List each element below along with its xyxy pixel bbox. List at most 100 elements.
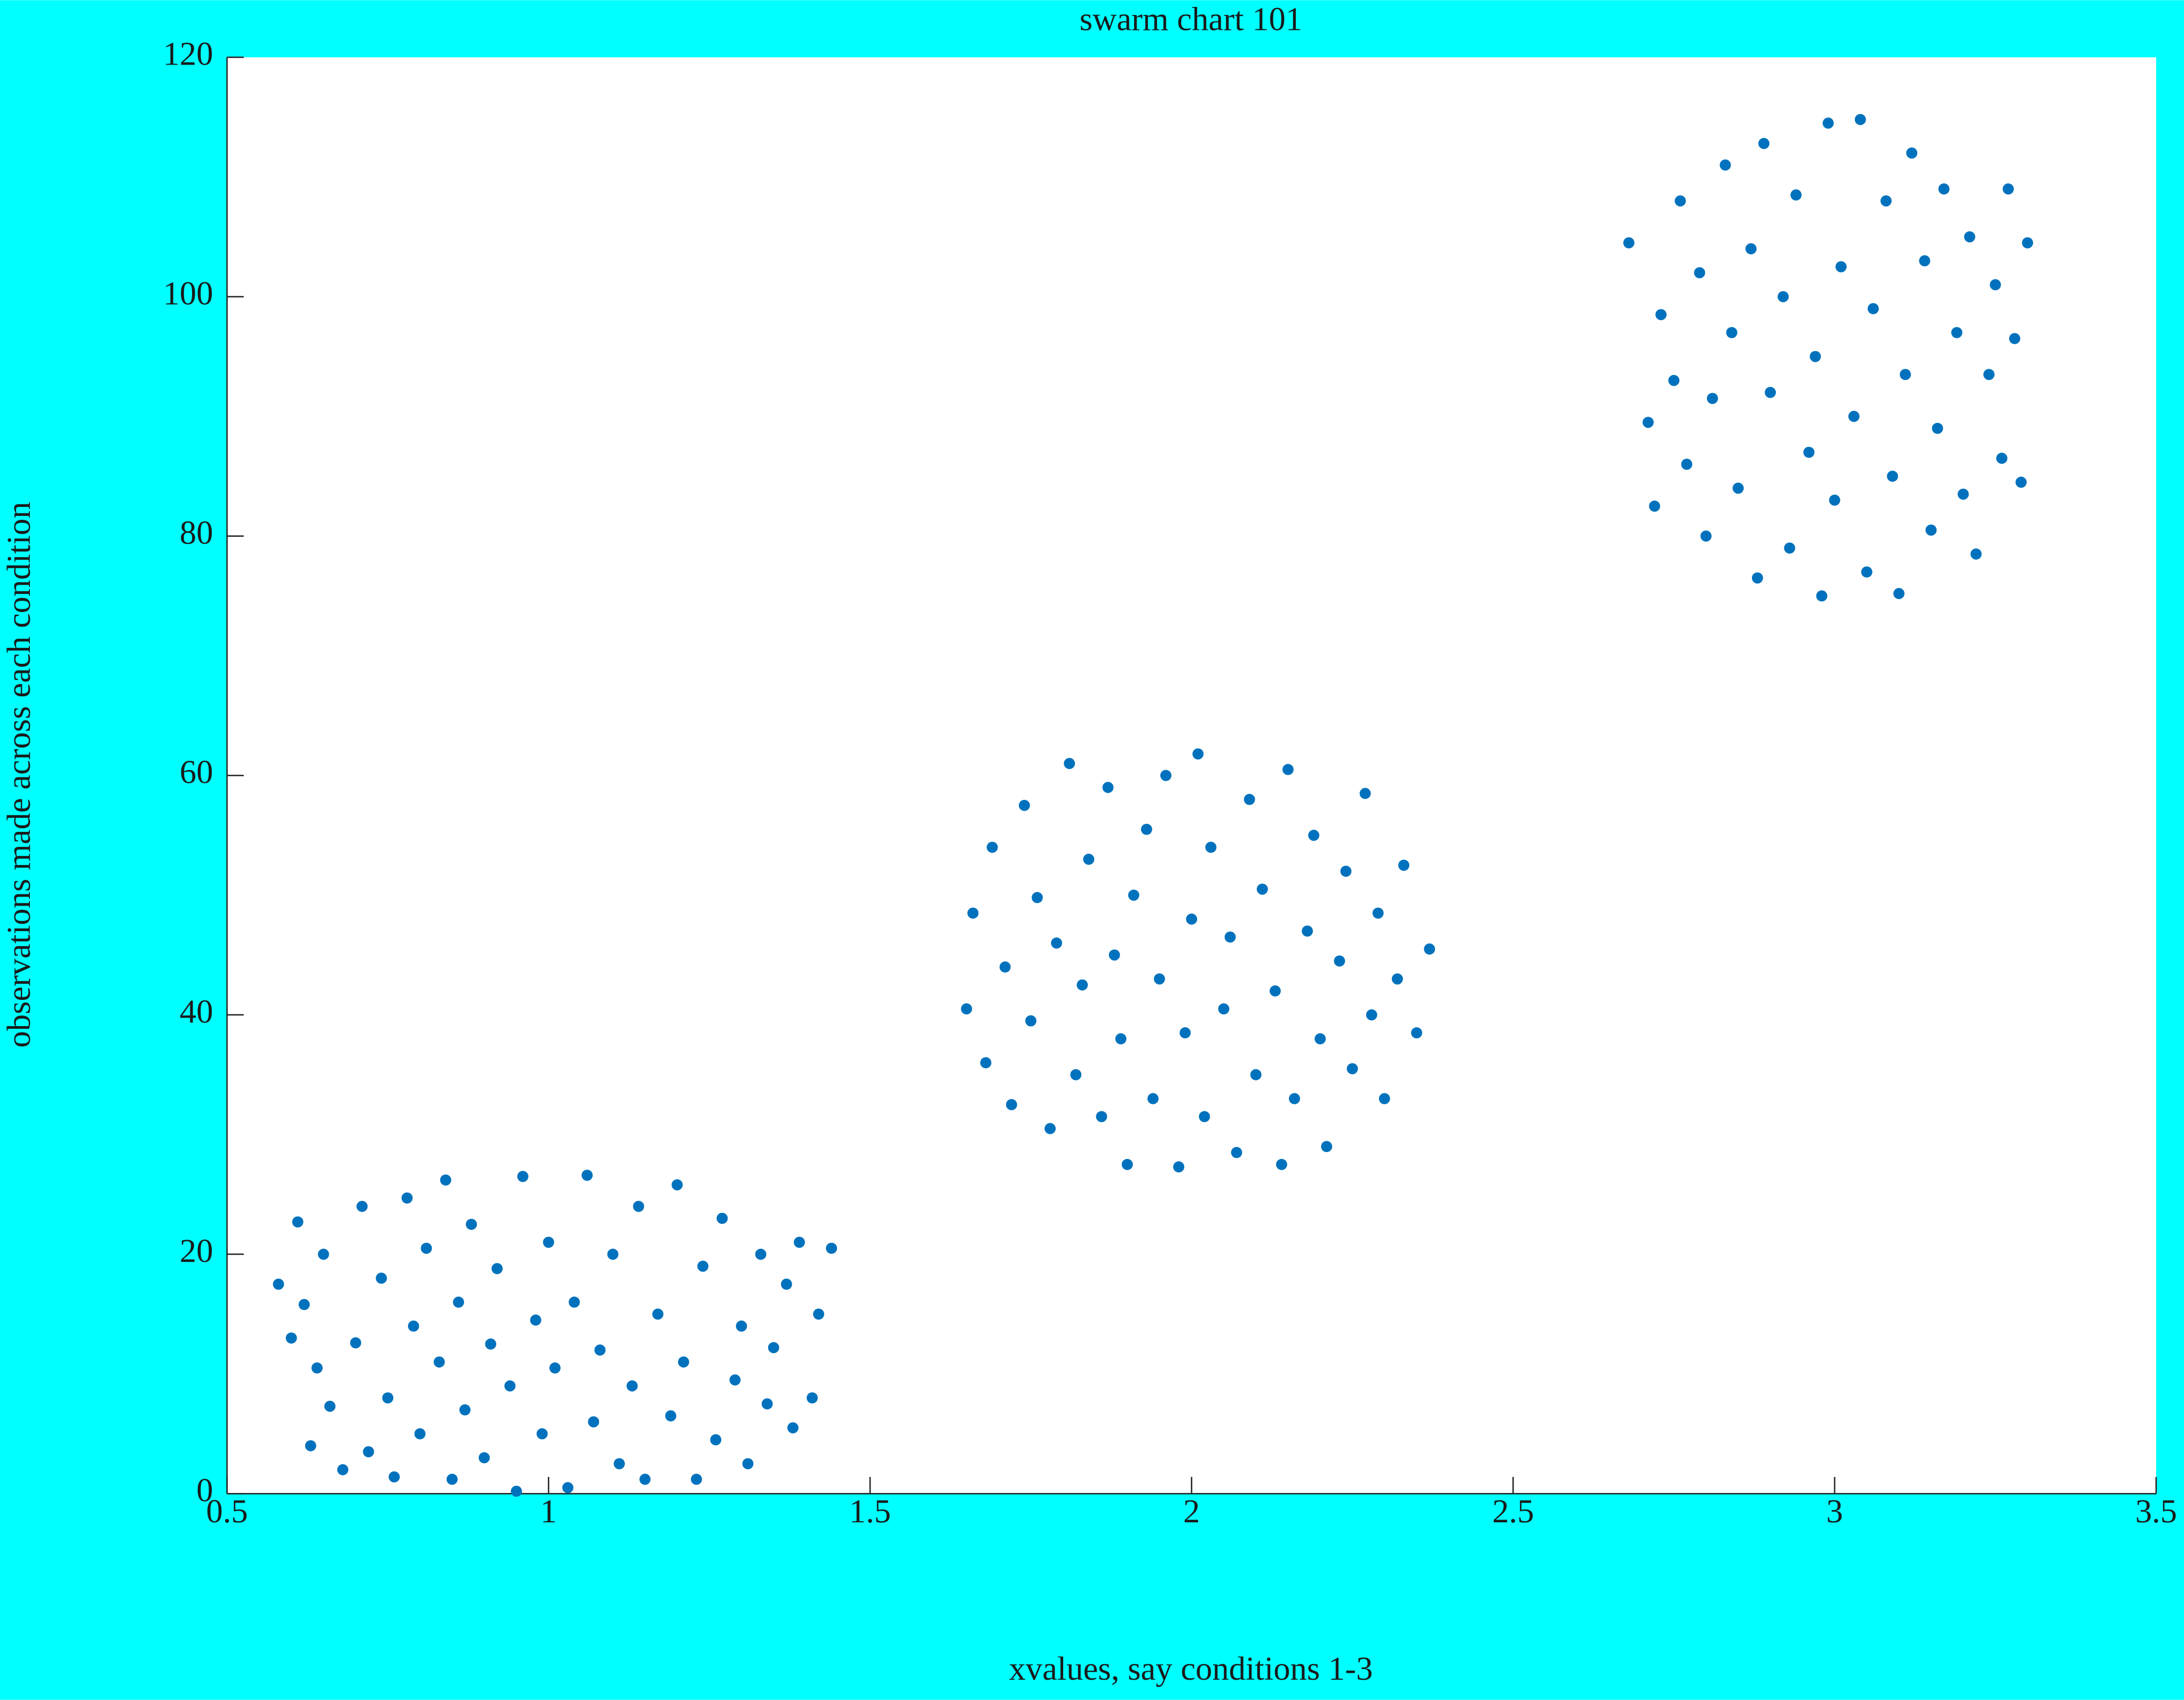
point	[1790, 189, 1802, 201]
point	[414, 1428, 426, 1440]
point	[1919, 255, 1931, 267]
point	[511, 1485, 522, 1497]
point	[768, 1342, 779, 1354]
y-axis-label: observations made across each condition	[0, 502, 37, 1047]
point	[356, 1201, 368, 1212]
point	[639, 1473, 651, 1485]
point	[1051, 937, 1062, 949]
x-tick-label: 1	[540, 1492, 557, 1530]
point	[1199, 1111, 1210, 1123]
point	[1173, 1161, 1185, 1173]
point	[1887, 471, 1899, 482]
point	[1765, 387, 1776, 398]
point	[1269, 985, 1281, 997]
y-tick-label: 80	[180, 514, 213, 551]
point	[1231, 1147, 1242, 1158]
point	[1398, 860, 1409, 871]
point	[1970, 548, 1982, 560]
point	[530, 1314, 541, 1326]
point	[999, 961, 1011, 973]
point	[1302, 925, 1313, 937]
point	[1893, 587, 1905, 599]
point	[1378, 1093, 1390, 1105]
point	[742, 1458, 754, 1469]
point	[594, 1344, 606, 1356]
point	[1121, 1158, 1133, 1170]
x-axis-label: xvalues, say conditions 1-3	[1009, 1650, 1373, 1687]
point	[292, 1216, 304, 1228]
point	[485, 1338, 497, 1350]
point	[1655, 309, 1667, 321]
point	[626, 1380, 638, 1392]
point	[1816, 590, 1828, 602]
point	[447, 1473, 458, 1485]
point	[1951, 327, 1963, 338]
point	[1822, 117, 1834, 129]
point	[1681, 458, 1693, 470]
y-tick-label: 0	[196, 1472, 213, 1509]
chart-title: swarm chart 101	[1080, 0, 1303, 37]
point	[588, 1416, 600, 1428]
point	[1372, 907, 1384, 919]
point	[363, 1446, 374, 1458]
y-tick-label: 100	[163, 274, 213, 312]
point	[1745, 243, 1757, 255]
point	[826, 1242, 838, 1254]
point	[440, 1174, 451, 1186]
point	[755, 1249, 767, 1260]
point	[317, 1249, 329, 1260]
point	[433, 1356, 445, 1368]
point	[1835, 261, 1847, 273]
plot-area	[227, 57, 2156, 1494]
point	[1321, 1141, 1333, 1153]
x-tick-label: 3.5	[2135, 1492, 2177, 1530]
point	[1803, 447, 1815, 458]
point	[1282, 764, 1294, 775]
point	[298, 1299, 310, 1310]
point	[1411, 1027, 1423, 1039]
point	[1649, 501, 1661, 512]
point	[1675, 195, 1686, 206]
point	[1289, 1093, 1300, 1105]
point	[376, 1273, 387, 1284]
point	[1346, 1063, 1358, 1075]
point	[569, 1296, 580, 1308]
point	[793, 1236, 805, 1248]
point	[652, 1308, 664, 1320]
point	[459, 1404, 471, 1416]
point	[1957, 488, 1969, 500]
point	[697, 1260, 709, 1272]
point	[729, 1374, 741, 1386]
point	[504, 1380, 516, 1392]
point	[1064, 758, 1075, 769]
point	[285, 1332, 297, 1344]
point	[1250, 1069, 1262, 1081]
point	[337, 1464, 349, 1475]
point	[807, 1392, 818, 1404]
point	[1758, 138, 1769, 149]
point	[780, 1278, 792, 1290]
point	[1102, 782, 1114, 793]
point	[420, 1242, 432, 1254]
point	[1160, 769, 1171, 781]
point	[1861, 566, 1872, 578]
point	[1314, 1033, 1326, 1045]
point	[1996, 452, 2007, 464]
point	[1732, 482, 1744, 494]
point	[677, 1356, 689, 1368]
point	[787, 1422, 799, 1434]
point	[1109, 949, 1120, 961]
point	[581, 1170, 593, 1181]
point	[1153, 973, 1165, 985]
point	[665, 1410, 676, 1421]
point	[1244, 793, 1255, 805]
point	[1025, 1015, 1037, 1027]
point	[1006, 1099, 1017, 1110]
point	[1726, 327, 1737, 338]
point	[1224, 931, 1236, 943]
point	[1694, 267, 1705, 279]
point	[1340, 865, 1352, 877]
x-tick-label: 2	[1183, 1492, 1200, 1530]
point	[986, 841, 998, 853]
point	[382, 1392, 394, 1404]
